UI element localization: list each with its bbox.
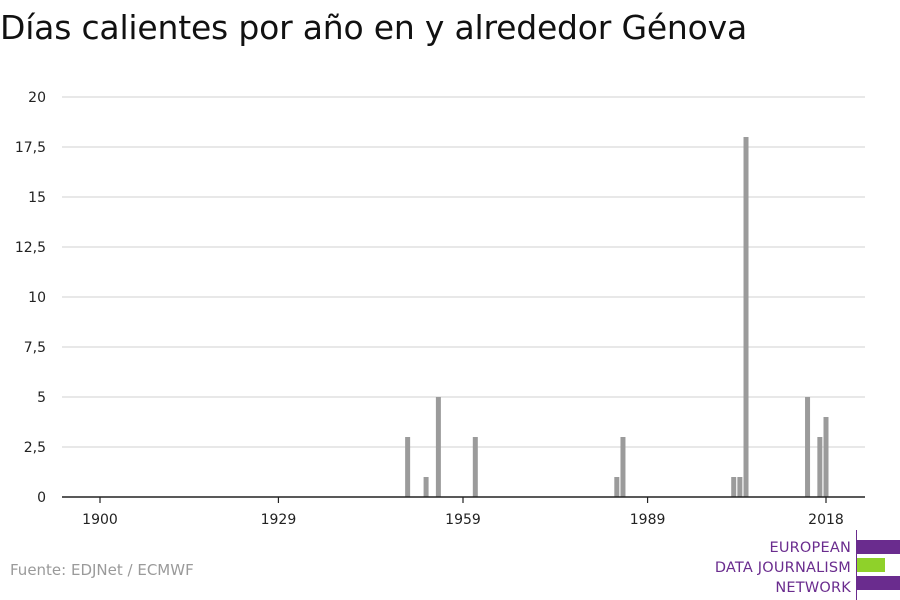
x-tick-label: 1989 bbox=[630, 512, 666, 528]
bar bbox=[620, 437, 626, 497]
bar bbox=[731, 477, 737, 497]
bar bbox=[743, 137, 749, 497]
x-tick-label: 2018 bbox=[808, 512, 844, 528]
x-tick-label: 1900 bbox=[82, 512, 118, 528]
bars bbox=[405, 137, 829, 497]
y-axis-ticks: 0 2,5 5 7,5 10 12,5 15 17,5 20 bbox=[15, 90, 46, 506]
bar bbox=[435, 397, 441, 497]
bar bbox=[737, 477, 743, 497]
x-tick-label: 1929 bbox=[261, 512, 297, 528]
bar bbox=[405, 437, 411, 497]
bar bbox=[423, 477, 429, 497]
logo-bar-bottom bbox=[857, 576, 900, 590]
y-tick-label: 15 bbox=[28, 190, 46, 206]
source-note: Fuente: EDJNet / ECMWF bbox=[10, 561, 194, 579]
logo-bar-top bbox=[857, 540, 900, 554]
y-tick-label: 17,5 bbox=[15, 140, 46, 156]
logo-divider bbox=[856, 530, 857, 600]
bar bbox=[805, 397, 811, 497]
y-tick-label: 0 bbox=[37, 490, 46, 506]
logo-line-european: EUROPEAN bbox=[769, 540, 851, 556]
bar bbox=[614, 477, 620, 497]
y-tick-label: 12,5 bbox=[15, 240, 46, 256]
gridlines bbox=[62, 96, 865, 448]
bar bbox=[472, 437, 478, 497]
bar bbox=[817, 437, 823, 497]
x-tick-label: 1959 bbox=[445, 512, 481, 528]
logo-bar-middle bbox=[857, 558, 885, 572]
logo-text: EUROPEAN DATA JOURNALISM NETWORK bbox=[715, 538, 851, 598]
bar-chart: 1900 1929 1959 1989 2018 0 2,5 5 7,5 10 12,5 15 17,… bbox=[15, 90, 865, 528]
chart-title: Días calientes por año en y alrededor Gé… bbox=[0, 8, 747, 47]
y-tick-label: 5 bbox=[37, 390, 46, 406]
y-tick-label: 2,5 bbox=[24, 440, 46, 456]
logo-line-network: NETWORK bbox=[775, 580, 851, 596]
x-axis-ticks: 1900 1929 1959 1989 2018 bbox=[82, 497, 844, 528]
bar bbox=[823, 417, 829, 497]
y-tick-label: 10 bbox=[28, 290, 46, 306]
y-tick-label: 7,5 bbox=[24, 340, 46, 356]
y-tick-label: 20 bbox=[28, 90, 46, 106]
logo-line-data-journalism: DATA JOURNALISM bbox=[714, 560, 851, 576]
edjnet-logo: EUROPEAN DATA JOURNALISM NETWORK bbox=[700, 530, 900, 600]
